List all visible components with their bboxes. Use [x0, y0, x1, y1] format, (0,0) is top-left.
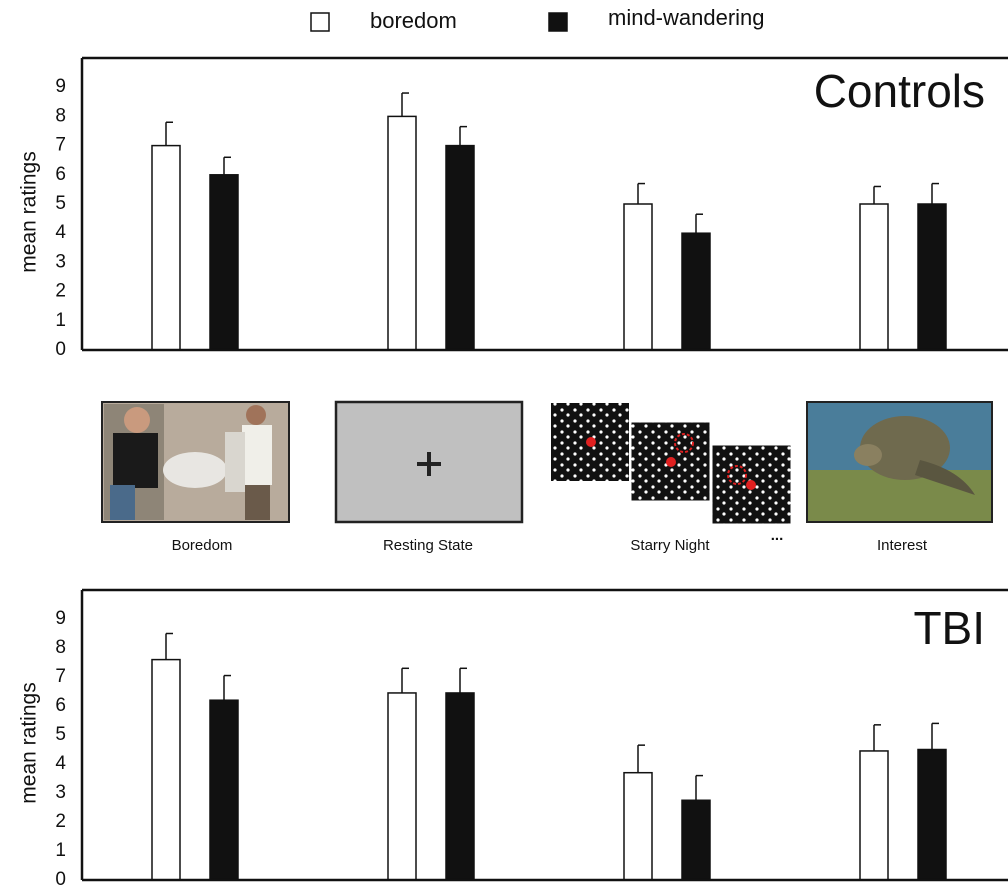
y-tick-label: 1 [55, 310, 66, 331]
stimulus-starry-image [551, 403, 791, 524]
y-tick-label: 9 [55, 608, 66, 629]
y-tick-label: 6 [55, 695, 66, 716]
bar [152, 660, 180, 880]
bar [860, 204, 888, 350]
y-tick-label: 3 [55, 782, 66, 803]
bar [624, 204, 652, 350]
y-tick-label: 2 [55, 281, 66, 302]
bar [446, 146, 474, 350]
legend-swatch [311, 13, 329, 31]
bar [860, 751, 888, 880]
stimulus-caption: Boredom [172, 537, 233, 554]
bar [918, 750, 946, 881]
stimulus-ellipsis: ... [771, 527, 784, 544]
stimulus-interest-image [807, 402, 992, 522]
y-tick-label: 6 [55, 164, 66, 185]
y-tick-label: 1 [55, 840, 66, 861]
y-tick-label: 8 [55, 105, 66, 126]
bar [446, 693, 474, 880]
y-tick-label: 7 [55, 135, 66, 156]
legend-label: boredom [370, 8, 457, 33]
legend-label: mind-wandering [608, 5, 765, 30]
panel-title: Controls [814, 65, 985, 117]
stimulus-boredom-image [102, 402, 289, 522]
bar [682, 233, 710, 350]
y-tick-label: 0 [55, 339, 66, 360]
stimulus-caption: Interest [877, 537, 928, 554]
bar [388, 693, 416, 880]
legend-swatch [549, 13, 567, 31]
bar [388, 116, 416, 350]
y-tick-label: 8 [55, 637, 66, 658]
figure: boredom mind-wandering Boredom Resting Stat… [0, 0, 1008, 888]
y-tick-label: 4 [55, 753, 66, 774]
bar [682, 800, 710, 880]
stimulus-caption: Starry Night [630, 537, 710, 554]
stimulus-caption: Resting State [383, 537, 473, 554]
panel-title: TBI [913, 602, 985, 654]
y-tick-label: 3 [55, 251, 66, 272]
bar [210, 175, 238, 350]
bar [210, 700, 238, 880]
bar [918, 204, 946, 350]
y-tick-label: 4 [55, 222, 66, 243]
stimulus-resting-image [336, 402, 522, 522]
y-tick-label: 5 [55, 724, 66, 745]
y-tick-label: 2 [55, 811, 66, 832]
y-tick-label: 7 [55, 666, 66, 687]
y-axis-label: mean ratings [18, 151, 41, 272]
y-tick-label: 5 [55, 193, 66, 214]
bar [152, 146, 180, 350]
y-axis-label: mean ratings [18, 682, 41, 803]
y-tick-label: 0 [55, 869, 66, 888]
bar [624, 773, 652, 880]
y-tick-label: 9 [55, 76, 66, 97]
